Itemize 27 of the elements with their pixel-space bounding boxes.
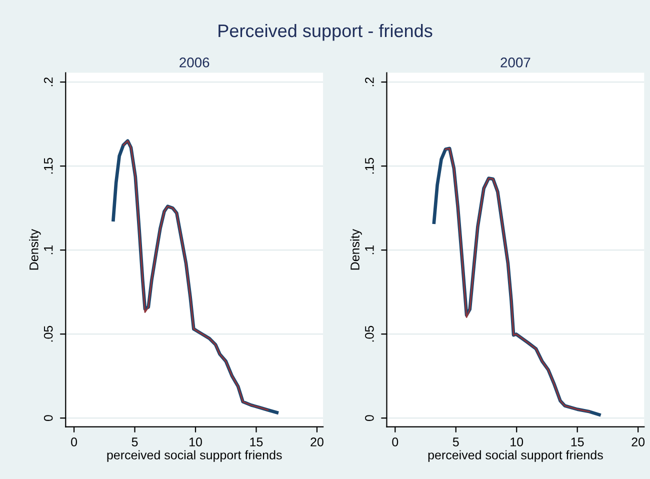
x-tick-label: 20 xyxy=(310,438,324,446)
chart-subtitle: 2006 xyxy=(180,58,210,68)
chart-subtitle: 2007 xyxy=(500,58,530,68)
y-tick-label: .1 xyxy=(44,245,53,254)
x-tick-label: 0 xyxy=(392,438,398,446)
x-axis-title: perceived social support friends xyxy=(107,450,282,462)
x-tick-label: 15 xyxy=(571,438,584,446)
y-tick-label: .15 xyxy=(365,158,374,174)
chart-title: Perceived support - friends xyxy=(218,24,432,41)
x-tick-label: 20 xyxy=(632,438,645,446)
y-axis-title: Density xyxy=(350,228,362,270)
y-tick-label: .2 xyxy=(44,77,53,86)
x-tick-label: 5 xyxy=(132,438,138,446)
y-axis-title: Density xyxy=(29,228,41,270)
x-tick-label: 10 xyxy=(190,438,202,446)
y-tick-label: 0 xyxy=(365,415,374,422)
x-tick-label: 0 xyxy=(71,438,78,446)
y-tick-label: .15 xyxy=(44,158,53,174)
x-tick-label: 15 xyxy=(250,438,263,446)
y-tick-label: .05 xyxy=(365,326,374,342)
y-tick-label: .1 xyxy=(365,245,374,254)
y-tick-label: 0 xyxy=(44,415,53,422)
x-tick-label: 5 xyxy=(452,438,459,446)
y-tick-label: .2 xyxy=(365,77,374,86)
x-tick-label: 10 xyxy=(510,438,524,446)
x-axis-title: perceived social support friends xyxy=(428,450,603,462)
y-tick-label: .05 xyxy=(44,326,53,342)
